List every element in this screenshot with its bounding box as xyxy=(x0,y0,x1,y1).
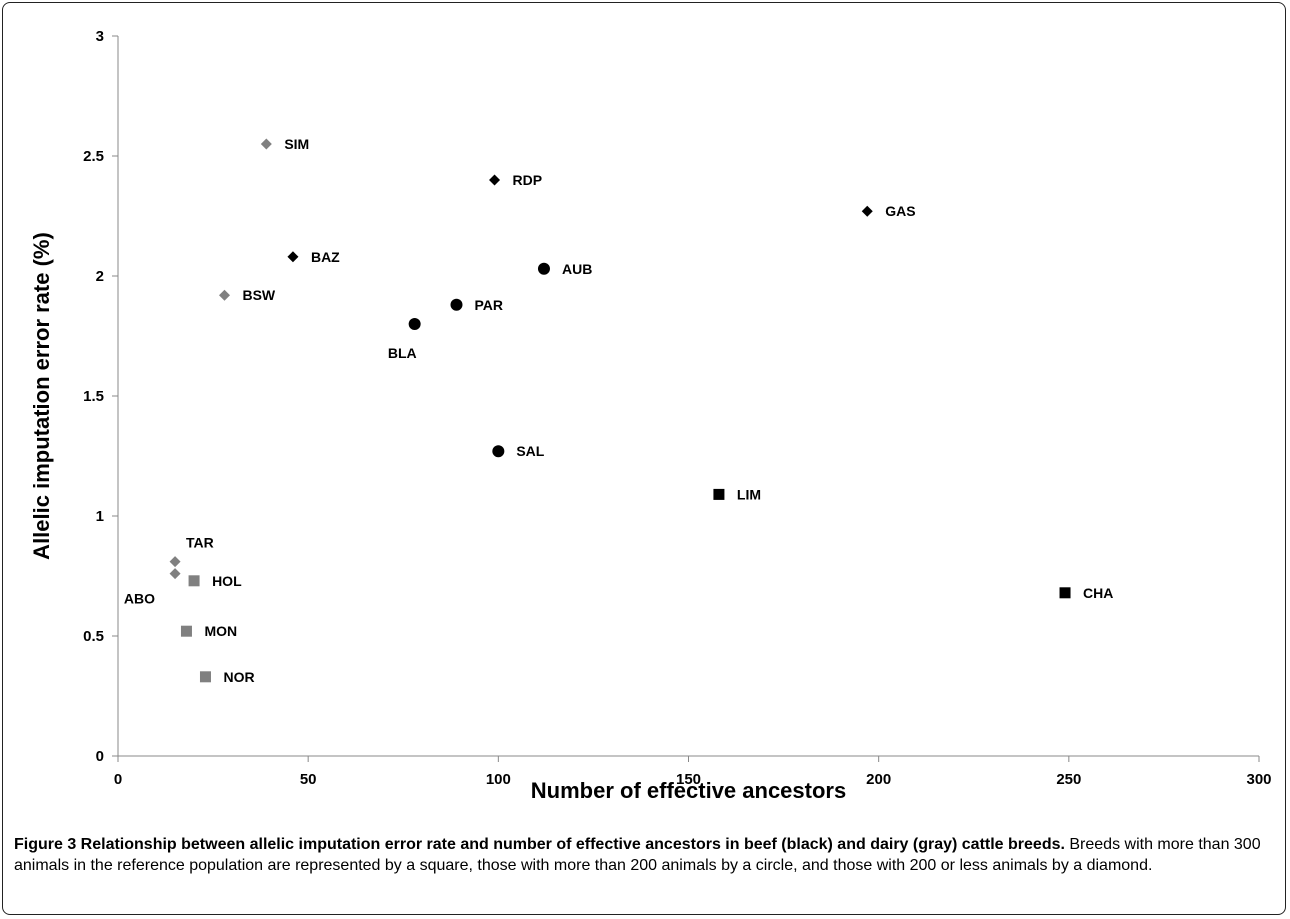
point-label-bla: BLA xyxy=(388,345,417,361)
point-tar xyxy=(169,556,181,568)
point-label-sal: SAL xyxy=(516,443,544,459)
tick-labels: 0 0.5 1 1.5 2 2.5 3 0 50 100 150 200 250 300 xyxy=(83,28,1271,788)
x-axis-title: Number of effective ancestors xyxy=(531,778,846,803)
point-nor xyxy=(199,671,211,683)
point-cha xyxy=(1059,587,1071,599)
point-sim xyxy=(260,138,272,150)
x-tick-label: 50 xyxy=(300,771,317,788)
y-tick-label: 1.5 xyxy=(83,388,104,405)
x-tick-label: 250 xyxy=(1056,771,1081,788)
point-label-nor: NOR xyxy=(223,669,254,685)
x-tick-label: 150 xyxy=(676,771,701,788)
point-label-sim: SIM xyxy=(284,136,309,152)
point-aub xyxy=(537,262,550,275)
x-tick-label: 0 xyxy=(114,771,122,788)
caption-title: Figure 3 Relationship between allelic im… xyxy=(14,836,1065,853)
scatter-chart: 0 0.5 1 1.5 2 2.5 3 0 50 100 150 200 250 300 SIM RDP GA… xyxy=(29,28,1272,803)
caption-text: Breeds with more than 300 animals in the… xyxy=(14,836,1261,874)
y-tick-label: 1 xyxy=(96,508,104,525)
point-sal xyxy=(492,445,505,458)
point-label-cha: CHA xyxy=(1083,585,1113,601)
data-points xyxy=(169,138,1071,683)
y-tick-label: 0.5 xyxy=(83,628,104,645)
chart-axes xyxy=(112,35,1260,762)
point-label-tar: TAR xyxy=(186,535,214,551)
point-label-hol: HOL xyxy=(212,573,242,589)
point-label-aub: AUB xyxy=(562,261,592,277)
x-tick-label: 100 xyxy=(486,771,511,788)
point-label-bsw: BSW xyxy=(242,287,275,303)
y-axis-title: Allelic imputation error rate (%) xyxy=(29,232,54,560)
point-par xyxy=(450,298,463,311)
point-label-baz: BAZ xyxy=(311,249,340,265)
point-rdp xyxy=(489,174,501,186)
point-label-rdp: RDP xyxy=(513,172,543,188)
x-tick-label: 200 xyxy=(866,771,891,788)
point-baz xyxy=(287,251,299,263)
point-abo xyxy=(169,568,181,580)
point-hol xyxy=(188,575,200,587)
y-tick-label: 2 xyxy=(96,268,104,285)
x-tick-label: 300 xyxy=(1246,771,1271,788)
y-tick-label: 0 xyxy=(96,748,104,765)
y-tick-label: 2.5 xyxy=(83,148,104,165)
point-lim xyxy=(713,488,725,500)
point-bla xyxy=(408,318,421,330)
point-label-par: PAR xyxy=(474,297,503,313)
point-mon xyxy=(180,625,192,637)
point-label-mon: MON xyxy=(204,623,237,639)
point-label-lim: LIM xyxy=(737,486,761,502)
figure-caption: Figure 3 Relationship between allelic im… xyxy=(14,834,1276,876)
point-label-gas: GAS xyxy=(885,203,915,219)
point-gas xyxy=(861,205,873,217)
point-bsw xyxy=(218,289,230,301)
point-labels: SIM RDP GAS BAZ AUB BSW PAR BLA SAL LIM TAR ABO HOL C… xyxy=(124,136,1113,685)
point-label-abo: ABO xyxy=(124,591,155,607)
y-tick-label: 3 xyxy=(96,28,104,45)
